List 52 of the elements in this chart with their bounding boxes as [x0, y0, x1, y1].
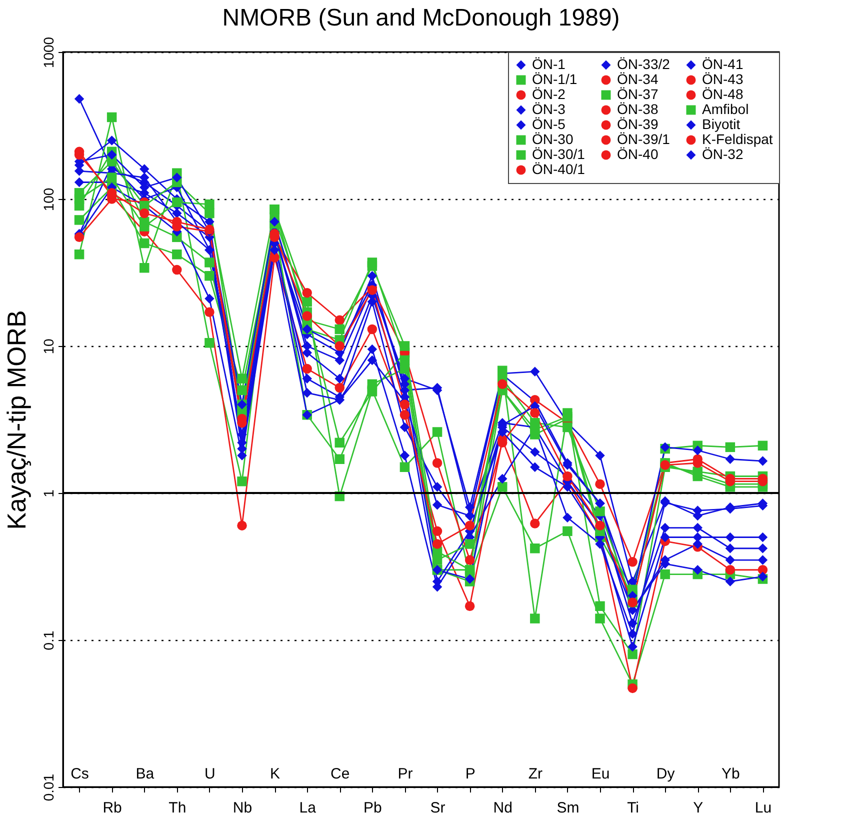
legend-label: ÖN-1 [532, 56, 566, 72]
x-tick-label: Th [168, 800, 186, 816]
x-tick-label: Nd [493, 800, 512, 816]
x-tick-label: Zr [528, 766, 542, 782]
chart-title: NMORB (Sun and McDonough 1989) [222, 4, 620, 32]
legend-label: ÖN-30 [532, 131, 574, 147]
legend-label: ÖN-33/2 [617, 56, 670, 72]
legend-label: ÖN-30/1 [532, 146, 586, 162]
legend-label: ÖN-32 [702, 146, 744, 162]
legend-label: Amfibol [702, 101, 749, 117]
y-tick-label: 0.1 [40, 630, 56, 650]
legend-label: ÖN-5 [532, 116, 566, 132]
y-tick-label: 100 [40, 188, 56, 212]
x-tick-label: Cs [70, 766, 89, 782]
legend-label: ÖN-39 [617, 116, 658, 132]
legend-label: K-Feldispat [702, 131, 773, 147]
x-tick-label: Dy [656, 766, 676, 782]
x-tick-label: Nb [232, 800, 252, 816]
x-tick-label: P [465, 766, 476, 782]
x-tick-label: La [299, 800, 317, 816]
x-tick-label: Ba [136, 766, 155, 782]
x-tick-label: K [270, 766, 280, 782]
legend-label: ÖN-40/1 [532, 161, 586, 177]
legend-label: ÖN-48 [702, 86, 744, 102]
legend-label: ÖN-41 [702, 56, 744, 72]
x-tick-label: Yb [722, 766, 740, 782]
y-tick-label: 10 [40, 338, 56, 354]
x-tick-label: U [204, 766, 216, 782]
y-tick-label: 0.01 [40, 774, 56, 802]
legend-label: ÖN-37 [617, 86, 658, 102]
x-tick-label: Lu [754, 800, 772, 816]
x-tick-label: Rb [102, 800, 122, 816]
y-tick-label: 1000 [40, 36, 56, 68]
y-axis-title: Kayaç/N-tip MORB [2, 310, 32, 530]
legend-label: ÖN-43 [702, 71, 744, 87]
x-tick-label: Ti [627, 800, 640, 816]
legend-label: ÖN-39/1 [617, 131, 670, 147]
legend-label: Biyotit [702, 116, 740, 132]
y-tick-label: 1 [40, 489, 56, 498]
x-tick-label: Y [693, 800, 704, 816]
legend-label: ÖN-1/1 [532, 71, 578, 87]
x-tick-label: Eu [591, 766, 610, 782]
x-tick-label: Ce [330, 766, 350, 782]
x-tick-label: Pr [398, 766, 413, 782]
legend-label: ÖN-40 [617, 146, 658, 162]
x-tick-label: Sm [556, 800, 580, 816]
legend-label: ÖN-2 [532, 86, 566, 102]
legend-label: ÖN-3 [532, 101, 566, 117]
x-tick-label: Sr [430, 800, 446, 816]
legend-label: ÖN-34 [617, 71, 658, 87]
legend-label: ÖN-38 [617, 101, 658, 117]
x-tick-label: Pb [364, 800, 382, 816]
